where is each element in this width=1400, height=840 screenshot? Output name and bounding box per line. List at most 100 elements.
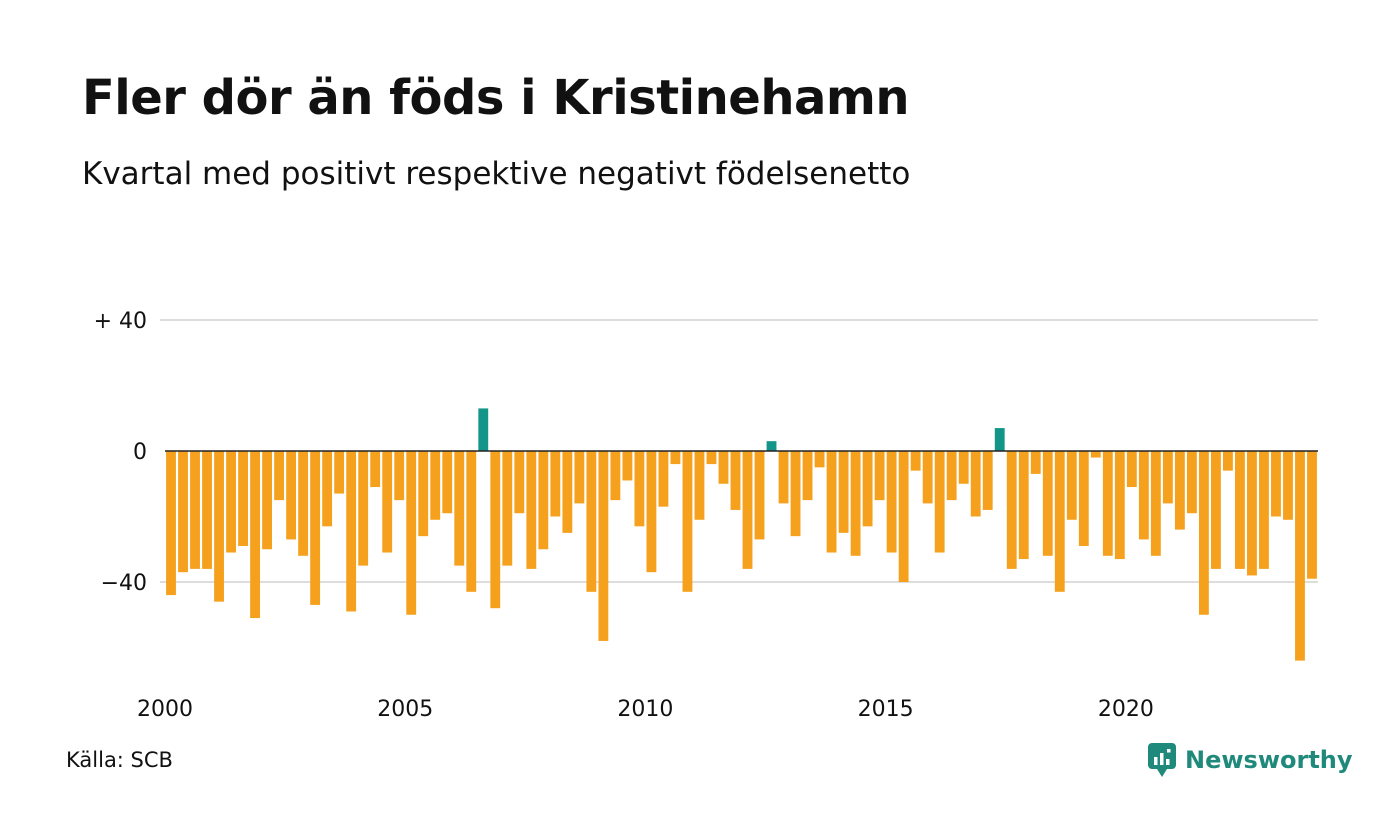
bar-negative: [910, 451, 921, 471]
bar-negative: [1018, 451, 1029, 560]
bar-negative: [1114, 451, 1125, 560]
bar-negative: [598, 451, 609, 641]
bar-negative: [706, 451, 717, 465]
bar-negative: [562, 451, 573, 533]
bar-negative: [526, 451, 537, 569]
bar-negative: [346, 451, 357, 612]
bar-negative: [970, 451, 981, 517]
bar-negative: [730, 451, 741, 510]
x-tick-label: 2005: [377, 697, 433, 722]
bar-negative: [274, 451, 285, 501]
y-tick-label: + 40: [94, 309, 147, 334]
bar-negative: [658, 451, 669, 507]
bar-negative: [370, 451, 381, 488]
bar-negative: [1150, 451, 1161, 556]
bar-negative: [694, 451, 705, 520]
bar-negative: [838, 451, 849, 533]
bar-negative: [382, 451, 393, 553]
bar-negative: [574, 451, 585, 504]
bar-negative: [1222, 451, 1233, 471]
bar-negative: [454, 451, 465, 566]
bar-negative: [310, 451, 321, 605]
bar-negative: [514, 451, 525, 514]
bar-negative: [790, 451, 801, 537]
bar-negative: [550, 451, 561, 517]
bar-negative: [1054, 451, 1065, 592]
bar-negative: [586, 451, 597, 592]
bar-negative: [538, 451, 549, 550]
bar-negative: [358, 451, 369, 566]
bar-negative: [442, 451, 453, 514]
bar-negative: [214, 451, 224, 602]
bar-negative: [646, 451, 657, 573]
source-note: Källa: SCB: [66, 748, 173, 772]
bar-negative: [718, 451, 729, 484]
bar-negative: [826, 451, 837, 553]
bar-negative: [298, 451, 309, 556]
chart-subtitle: Kvartal med positivt respektive negativt…: [82, 156, 911, 192]
bar-negative: [490, 451, 501, 609]
bar-negative: [1138, 451, 1149, 540]
bar-negative: [1090, 451, 1101, 458]
y-tick-label: −40: [101, 571, 147, 596]
bar-negative: [178, 451, 188, 573]
bar-negative: [1102, 451, 1113, 556]
bar-negative: [898, 451, 909, 582]
bar-negative: [742, 451, 753, 569]
bar-negative: [934, 451, 945, 553]
bar-negative: [1030, 451, 1041, 474]
bar-negative: [1295, 451, 1305, 661]
newsworthy-logo-icon: [1148, 743, 1176, 777]
bar-negative: [874, 451, 885, 501]
bar-negative: [1210, 451, 1221, 569]
bar-negative: [202, 451, 212, 569]
bar-negative: [1198, 451, 1209, 615]
bar-negative: [406, 451, 417, 615]
bar-negative: [226, 451, 236, 553]
bar-negative: [1078, 451, 1089, 546]
bar-positive: [478, 408, 489, 451]
bar-negative: [286, 451, 297, 540]
bar-negative: [1186, 451, 1197, 514]
bar-negative: [502, 451, 513, 566]
bar-negative: [922, 451, 933, 504]
brand-logo: Newsworthy: [1147, 742, 1353, 778]
bar-negative: [1247, 451, 1257, 576]
bar-negative: [862, 451, 873, 527]
bar-negative: [1006, 451, 1017, 569]
x-tick-label: 2015: [858, 697, 914, 722]
bar-negative: [670, 451, 681, 465]
bar-negative: [958, 451, 969, 484]
bar-negative: [754, 451, 765, 540]
bar-negative: [1271, 451, 1281, 517]
bar-negative: [982, 451, 993, 510]
bar-positive: [994, 428, 1005, 451]
bar-negative: [334, 451, 345, 494]
bar-negative: [322, 451, 333, 527]
x-tick-label: 2000: [137, 697, 193, 722]
x-tick-label: 2020: [1098, 697, 1154, 722]
bar-negative: [466, 451, 477, 592]
bar-negative: [778, 451, 789, 504]
bar-negative: [622, 451, 633, 481]
bar-negative: [394, 451, 405, 501]
bar-negative: [634, 451, 645, 527]
bar-negative: [886, 451, 897, 553]
bar-negative: [1283, 451, 1293, 520]
bar-negative: [610, 451, 621, 501]
chart-title: Fler dör än föds i Kristinehamn: [82, 70, 910, 126]
bar-negative: [1126, 451, 1137, 488]
x-tick-label: 2010: [617, 697, 673, 722]
bar-negative: [946, 451, 957, 501]
bar-negative: [166, 451, 176, 596]
bar-negative: [682, 451, 693, 592]
bar-negative: [1259, 451, 1269, 569]
bar-negative: [418, 451, 429, 537]
bar-negative: [1066, 451, 1077, 520]
bar-negative: [250, 451, 261, 619]
bar-negative: [814, 451, 825, 468]
bar-negative: [1307, 451, 1317, 579]
bar-negative: [802, 451, 813, 501]
bar-negative: [190, 451, 200, 569]
